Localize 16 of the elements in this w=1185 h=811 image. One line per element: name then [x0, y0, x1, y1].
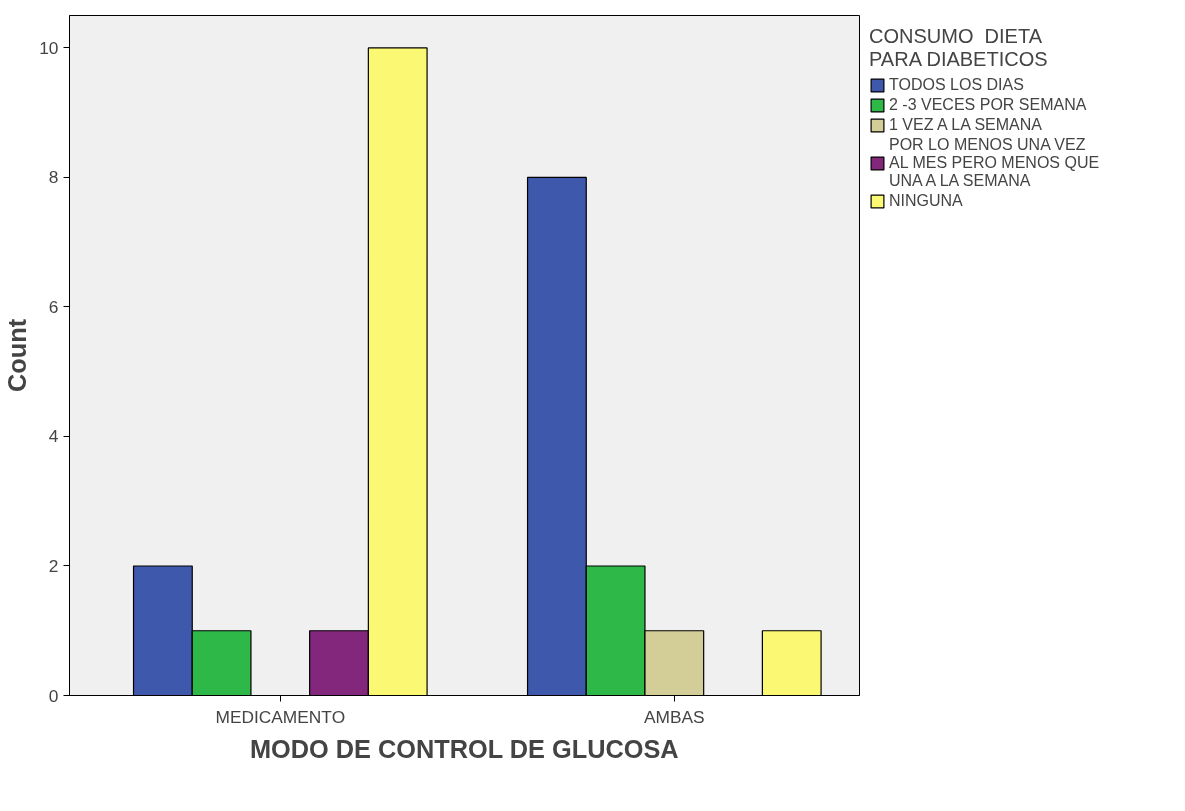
y-tick-label: 4	[48, 426, 59, 447]
legend-label: TODOS LOS DIAS	[889, 76, 1024, 94]
x-tick-label: MEDICAMENTO	[215, 706, 346, 727]
x-axis-title: MODO DE CONTROL DE GLUCOSA	[249, 734, 679, 763]
legend-label: POR LO MENOS UNA VEZ AL MES PERO MENOS QUE UNA A LA SEMANA	[889, 136, 1100, 190]
legend-title: CONSUMO DIETA PARA DIABETICOS	[869, 25, 1049, 71]
x-tick-label: AMBAS	[643, 706, 705, 727]
y-tick-label: 2	[48, 555, 59, 576]
legend-label: 1 VEZ A LA SEMANA	[889, 116, 1042, 134]
y-axis-title: Count	[3, 318, 32, 393]
legend-label: 2 -3 VECES POR SEMANA	[889, 96, 1087, 114]
y-tick-label: 10	[39, 37, 59, 58]
y-tick-label: 8	[48, 167, 59, 188]
y-tick-label: 0	[48, 685, 59, 706]
y-tick-label: 6	[48, 296, 59, 317]
legend-label: NINGUNA	[889, 192, 963, 210]
